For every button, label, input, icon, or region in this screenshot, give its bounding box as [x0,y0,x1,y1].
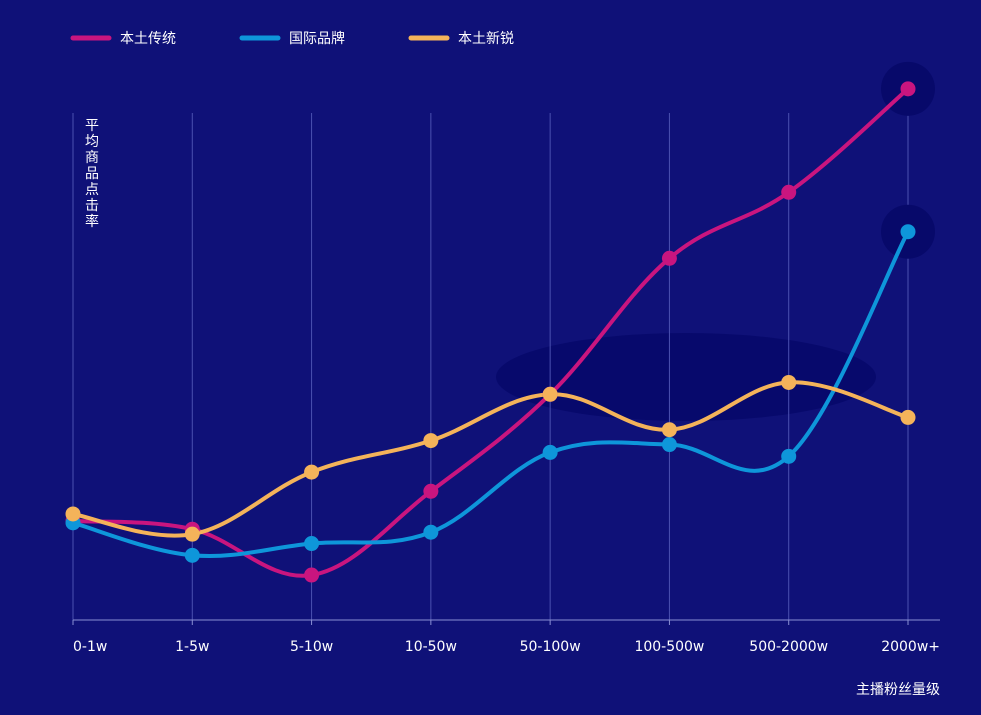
legend-item-1[interactable]: 国际品牌 [239,30,345,47]
data-point-1-4[interactable] [542,444,558,460]
x-tick-label-2: 5-10w [290,639,333,655]
x-axis-tick-labels: 0-1w 1-5w 5-10w 10-50w 50-100w 100-500w 500-20… [73,639,940,655]
data-point-2-4[interactable] [542,386,558,402]
x-tick-label-4: 50-100w [520,639,581,655]
data-point-0-6[interactable] [781,184,797,200]
data-point-2-2[interactable] [304,464,320,480]
data-points [65,81,916,583]
data-point-0-2[interactable] [304,567,320,583]
x-tick-label-5: 100-500w [634,639,704,655]
legend-item-0[interactable]: 本土传统 [70,31,176,47]
data-point-1-5[interactable] [661,437,677,453]
background-glow [496,333,876,421]
series-line-0 [71,86,910,578]
legend-item-2[interactable]: 本土新锐 [408,31,514,47]
series-lines [71,86,910,578]
data-point-2-5[interactable] [661,422,677,438]
x-axis-title: 主播粉丝量级 [856,682,940,698]
x-tick-label-3: 10-50w [405,639,457,655]
x-axis-ticks [72,620,909,625]
legend-label-1: 国际品牌 [289,30,345,47]
legend[interactable]: 本土传统 国际品牌 本土新锐 [70,30,514,47]
data-point-2-6[interactable] [781,374,797,390]
legend-label-0: 本土传统 [120,31,176,47]
data-point-2-1[interactable] [184,526,200,542]
data-point-1-3[interactable] [423,524,439,540]
data-point-0-5[interactable] [661,250,677,266]
data-point-2-0[interactable] [65,506,81,522]
y-axis-title: 平均商品点击率 [85,118,99,230]
series-line-2 [71,380,910,538]
data-point-1-6[interactable] [781,448,797,464]
data-point-2-7[interactable] [900,409,916,425]
x-tick-label-7: 2000w+ [881,639,940,655]
data-point-2-3[interactable] [423,433,439,449]
data-point-1-1[interactable] [184,547,200,563]
data-point-1-2[interactable] [304,536,320,552]
x-tick-label-1: 1-5w [175,639,209,655]
data-point-1-7[interactable] [900,224,916,240]
data-point-0-7[interactable] [900,81,916,97]
x-tick-label-6: 500-2000w [749,639,828,655]
x-tick-label-0: 0-1w [73,639,107,655]
legend-label-2: 本土新锐 [458,31,514,47]
data-point-0-3[interactable] [423,483,439,499]
